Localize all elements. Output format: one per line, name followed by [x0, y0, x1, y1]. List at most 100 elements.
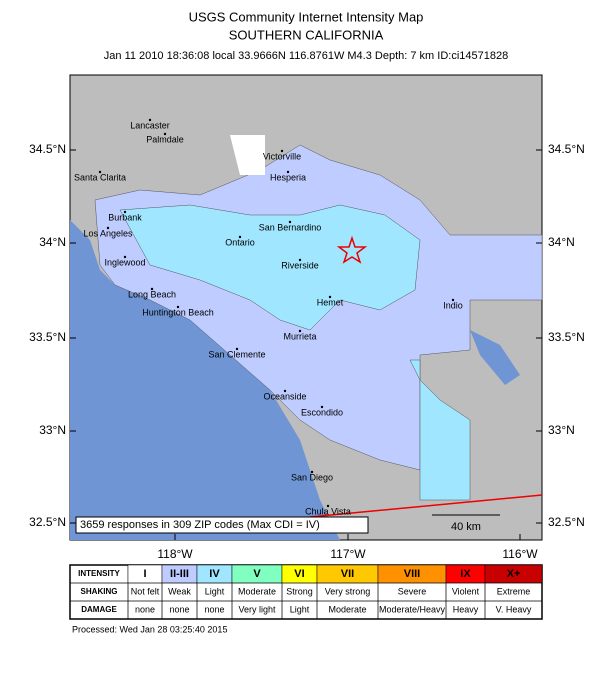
- city-dot: [148, 118, 152, 122]
- salton-sea: [470, 330, 520, 385]
- intensity-swatch: [446, 565, 485, 583]
- lat-label-right: 33.5°N: [548, 330, 585, 344]
- city-dot: [328, 295, 332, 299]
- legend-text: IX: [460, 568, 471, 580]
- city-label: Indio: [443, 300, 463, 310]
- intensity-swatch: [162, 565, 197, 583]
- legend-text: V. Heavy: [496, 604, 532, 614]
- city-dot: [176, 305, 180, 309]
- city-label: Oceanside: [263, 391, 306, 401]
- lon-label: 117°W: [330, 547, 366, 561]
- legend-text: Extreme: [497, 586, 531, 596]
- city-label: Victorville: [263, 151, 301, 161]
- city-dot: [283, 389, 287, 393]
- legend-text: DAMAGE: [81, 605, 117, 614]
- intensity-swatch: [128, 565, 162, 583]
- legend-text: II-III: [170, 568, 189, 580]
- city-dot: [320, 405, 324, 409]
- city-label: Escondido: [301, 407, 343, 417]
- city-label: Los Angeles: [83, 228, 133, 238]
- city-label: Murrieta: [283, 331, 316, 341]
- responses: 3659 responses in 309 ZIP codes (Max CDI…: [80, 519, 320, 531]
- lat-label-left: 32.5°N: [29, 515, 66, 529]
- legend-text: Not felt: [131, 586, 160, 596]
- city-dot: [326, 504, 330, 508]
- legend-text: none: [204, 604, 224, 614]
- city-dot: [106, 226, 110, 230]
- city-label: Chula Vista: [305, 506, 351, 516]
- city-dot: [286, 170, 290, 174]
- intensity-swatch: [282, 565, 317, 583]
- legend-text: IV: [209, 568, 220, 580]
- legend-cell: [484, 600, 543, 620]
- city-label: Long Beach: [128, 289, 176, 299]
- legend-text: Moderate: [238, 586, 276, 596]
- zip-area-light: [119, 204, 421, 331]
- city-dot: [98, 170, 102, 174]
- legend-text: Severe: [398, 586, 427, 596]
- city-dot: [451, 298, 455, 302]
- legend-text: Violent: [452, 586, 480, 596]
- city-dot: [298, 329, 302, 333]
- legend-text: Weak: [168, 586, 191, 596]
- legend-text: Heavy: [453, 604, 479, 614]
- city-label: Huntington Beach: [142, 307, 214, 317]
- lat-label-right: 34°N: [548, 235, 575, 249]
- city-dot: [163, 132, 167, 136]
- city-label: Santa Clarita: [74, 172, 126, 182]
- city-dot: [123, 210, 127, 214]
- city-label: Ontario: [225, 237, 255, 247]
- city-dot: [288, 220, 292, 224]
- legend-text: SHAKING: [81, 587, 118, 596]
- city-label: Burbank: [108, 212, 142, 222]
- legend-text: none: [135, 604, 155, 614]
- lat-label-left: 33.5°N: [29, 330, 66, 344]
- city-label: Palmdale: [146, 134, 184, 144]
- city-dot: [123, 255, 127, 259]
- legend-text: VII: [341, 568, 354, 580]
- city-label: San Bernardino: [259, 222, 322, 232]
- legend-text: Strong: [286, 586, 313, 596]
- legend-text: Very light: [238, 604, 276, 614]
- city-label: Riverside: [281, 260, 319, 270]
- legend-text: none: [169, 604, 189, 614]
- legend-text: X+: [507, 568, 521, 580]
- legend-text: VI: [294, 568, 304, 580]
- city-dot: [150, 287, 154, 291]
- intensity-swatch: [378, 565, 446, 583]
- responses-box: [75, 516, 369, 534]
- city-label: Lancaster: [130, 120, 170, 130]
- event-info: Jan 11 2010 18:36:08 local 33.9666N 116.…: [104, 50, 508, 62]
- city-dot: [280, 149, 284, 153]
- intensity-swatch: [232, 565, 282, 583]
- lon-label: 118°W: [157, 547, 193, 561]
- city-dot: [298, 258, 302, 262]
- city-label: San Diego: [291, 472, 333, 482]
- legend-text: Light: [290, 604, 310, 614]
- legend-text: Very strong: [325, 586, 371, 596]
- lat-label-right: 33°N: [548, 423, 575, 437]
- city-label: San Clemente: [208, 349, 265, 359]
- lat-label-right: 34.5°N: [548, 142, 585, 156]
- legend-text: VIII: [404, 568, 421, 580]
- lat-label-left: 33°N: [39, 423, 66, 437]
- legend-text: Moderate/Heavy: [379, 604, 446, 614]
- border: [309, 494, 543, 518]
- no-data: [230, 135, 265, 175]
- legend-text: Light: [205, 586, 225, 596]
- legend-text: INTENSITY: [78, 569, 120, 578]
- lat-label-right: 32.5°N: [548, 515, 585, 529]
- scale-label: 40 km: [451, 521, 481, 533]
- intensity-swatch: [317, 565, 378, 583]
- lat-label-left: 34.5°N: [29, 142, 66, 156]
- legend-text: V: [253, 568, 261, 580]
- city-dot: [238, 235, 242, 239]
- city-dot: [235, 347, 239, 351]
- title: USGS Community Internet Intensity Map: [189, 9, 424, 24]
- city-label: Inglewood: [104, 257, 145, 267]
- city-label: Hemet: [317, 297, 344, 307]
- footer: Processed: Wed Jan 28 03:25:40 2015: [72, 624, 227, 634]
- legend-text: I: [143, 568, 146, 580]
